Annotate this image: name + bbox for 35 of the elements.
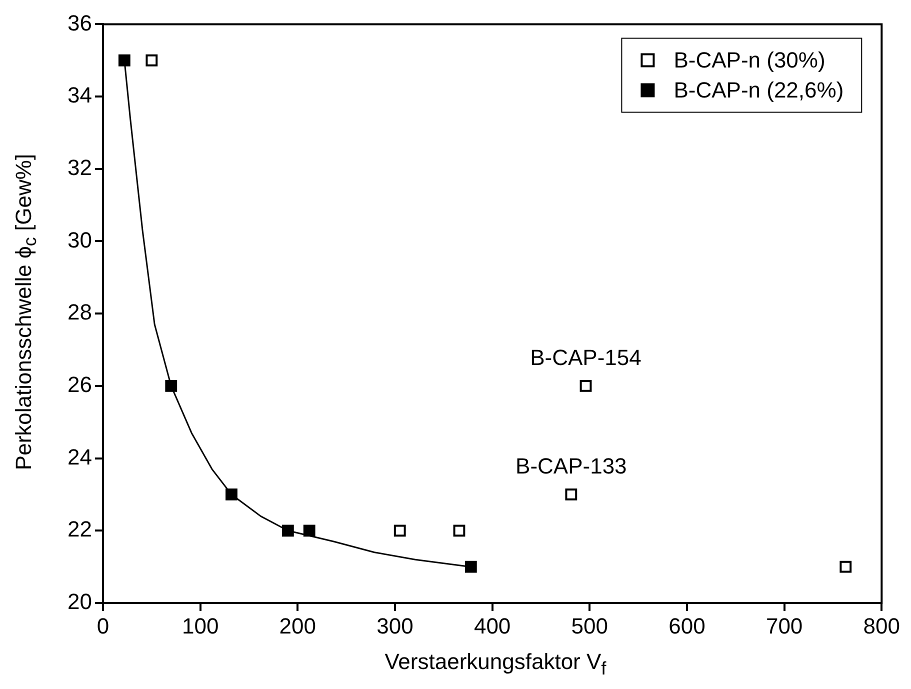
x-tick-label: 100 <box>182 613 219 638</box>
y-tick-label: 24 <box>68 444 92 470</box>
point <box>282 524 294 537</box>
y-tick-label: 34 <box>68 82 92 108</box>
point <box>146 54 158 66</box>
point <box>565 488 578 500</box>
legend-label: B-CAP-n (22,6%) <box>674 77 844 102</box>
x-tick-label: 300 <box>376 613 414 638</box>
y-tick-label: 28 <box>68 300 92 325</box>
y-tick-label: 26 <box>68 372 92 398</box>
x-tick-label: 600 <box>668 613 706 638</box>
y-tick-label: 32 <box>68 154 92 180</box>
y-tick-label: 30 <box>68 227 92 252</box>
legend-label: B-CAP-n (30%) <box>674 47 826 72</box>
point <box>453 524 466 537</box>
x-tick-label: 200 <box>279 613 316 638</box>
point <box>464 560 477 573</box>
point <box>165 380 178 392</box>
y-tick-label: 36 <box>68 10 92 36</box>
x-tick-label: 400 <box>474 613 511 638</box>
annotation: B-CAP-133 <box>516 454 627 479</box>
x-axis-title: Verstaerkungsfaktor V$_{f}$ <box>384 648 608 679</box>
point <box>840 560 852 573</box>
x-tick-label: 800 <box>863 613 900 638</box>
x-tick-label: 0 <box>96 613 110 638</box>
x-tick-label: 500 <box>571 613 608 638</box>
point <box>580 380 592 392</box>
point <box>226 488 238 500</box>
point <box>118 54 130 66</box>
y-tick-label: 22 <box>68 516 92 542</box>
point <box>303 524 316 537</box>
annotation: B-CAP-154 <box>530 345 642 370</box>
x-tick-label: 700 <box>766 613 803 638</box>
point <box>394 524 406 537</box>
y-tick-label: 20 <box>68 589 92 614</box>
